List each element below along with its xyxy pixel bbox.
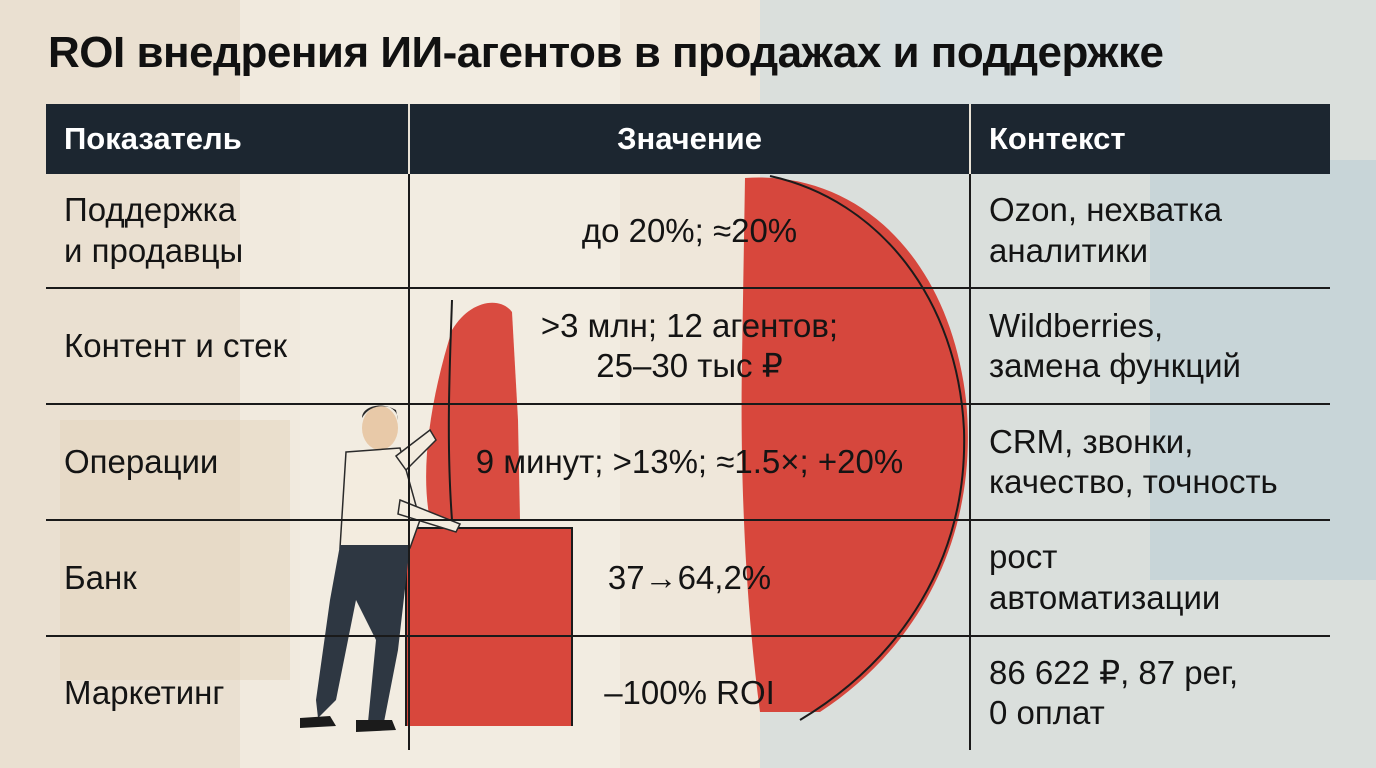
value-cell: 37→64,2%: [408, 518, 970, 636]
header-value: Значение: [408, 104, 970, 174]
header-context: Контекст: [969, 104, 1330, 174]
table-row: Поддержка и продавцы до 20%; ≈20% Ozon, нех…: [46, 174, 1330, 289]
value-cell: до 20%; ≈20%: [408, 174, 970, 289]
page-title: ROI внедрения ИИ-агентов в продажах и по…: [48, 28, 1164, 77]
context-cell: рост автоматизации: [969, 518, 1330, 636]
metric-cell: Контент и стек: [46, 287, 409, 405]
table-row: Банк 37→64,2% рост автоматизации: [46, 518, 1330, 636]
context-cell: 86 622 ₽, 87 рег, 0 оплат: [969, 634, 1330, 750]
header-metric: Показатель: [46, 104, 409, 174]
context-cell: Wildberries, замена функций: [969, 287, 1330, 405]
context-cell: Ozon, нехватка аналитики: [969, 174, 1330, 289]
metric-cell: Маркетинг: [46, 634, 409, 750]
table-header-row: Показатель Значение Контекст: [46, 104, 1330, 174]
metric-cell: Банк: [46, 518, 409, 636]
metric-cell: Поддержка и продавцы: [64, 191, 244, 269]
table-row: Контент и стек >3 млн; 12 агентов; 25–30 т…: [46, 287, 1330, 405]
table-row: Операции 9 минут; >13%; ≈1.5×; +20% CRM, з…: [46, 403, 1330, 520]
table-row: Маркетинг –100% ROI 86 622 ₽, 87 рег, 0 опл…: [46, 634, 1330, 750]
roi-table: Показатель Значение Контекст Поддержка и …: [46, 104, 1330, 750]
value-cell: 9 минут; >13%; ≈1.5×; +20%: [408, 403, 970, 520]
metric-cell: Операции: [46, 403, 409, 520]
value-cell: –100% ROI: [408, 634, 970, 750]
value-cell: >3 млн; 12 агентов; 25–30 тыс ₽: [408, 287, 970, 405]
context-cell: CRM, звонки, качество, точность: [969, 403, 1330, 520]
